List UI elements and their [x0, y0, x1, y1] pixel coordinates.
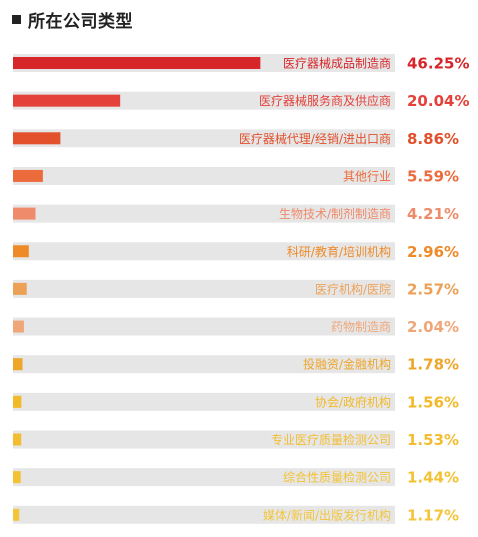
bar-track [13, 166, 395, 185]
category-label: 医疗器械服务商及供应商 [259, 93, 391, 108]
category-label: 其他行业 [343, 169, 391, 183]
value-label: 1.56% [407, 393, 459, 411]
value-label: 5.59% [407, 167, 459, 185]
bar-track [13, 430, 395, 449]
value-label: 1.78% [407, 356, 459, 374]
bar-1 [13, 57, 261, 69]
category-label: 投融资/金融机构 [303, 357, 391, 372]
bar-3 [13, 132, 61, 145]
category-label: 医疗器械代理/经销/进出口商 [239, 131, 391, 146]
bar-12 [13, 471, 21, 484]
value-label: 2.04% [407, 318, 459, 336]
category-label: 医疗器械成品制造商 [283, 56, 391, 71]
bar-track [13, 392, 395, 411]
bar-6 [13, 245, 29, 258]
category-label: 科研/教育/培训机构 [287, 244, 391, 259]
bar-13 [13, 508, 20, 521]
bar-7 [13, 282, 27, 295]
category-label: 药物制造商 [331, 319, 391, 334]
value-label: 46.25% [407, 55, 469, 73]
bar-2 [13, 94, 121, 107]
bar-track [13, 279, 395, 298]
bar-track [13, 505, 395, 524]
value-label: 1.53% [407, 431, 459, 449]
chart-title: 所在公司类型 [12, 8, 133, 32]
category-label: 协会/政府机构 [315, 394, 391, 409]
bar-track [13, 129, 395, 148]
bar-8 [13, 320, 24, 333]
bar-track [13, 204, 395, 223]
category-label: 媒体/新闻/出版发行机构 [263, 507, 391, 522]
category-label: 生物技术/制剂制造商 [279, 206, 391, 221]
bar-11 [13, 433, 22, 446]
bar-track [13, 468, 395, 487]
category-label: 医疗机构/医院 [315, 281, 391, 296]
value-label: 8.86% [407, 130, 459, 148]
category-label: 综合性质量检测公司 [283, 470, 391, 485]
chart-title-text: 所在公司类型 [28, 11, 133, 32]
category-label: 专业医疗质量检测公司 [271, 432, 391, 447]
title-bullet-icon [12, 14, 21, 24]
value-label: 2.96% [407, 243, 459, 261]
value-label: 1.17% [407, 506, 459, 524]
bar-track [13, 355, 395, 374]
bar-4 [13, 169, 43, 182]
value-label: 1.44% [407, 469, 459, 487]
value-label: 2.57% [407, 280, 459, 298]
value-label: 4.21% [407, 205, 459, 223]
bar-track [13, 242, 395, 261]
bar-10 [13, 395, 22, 408]
bar-track [13, 317, 395, 336]
bar-5 [13, 207, 36, 220]
value-label: 20.04% [407, 92, 469, 110]
bar-9 [13, 358, 23, 371]
